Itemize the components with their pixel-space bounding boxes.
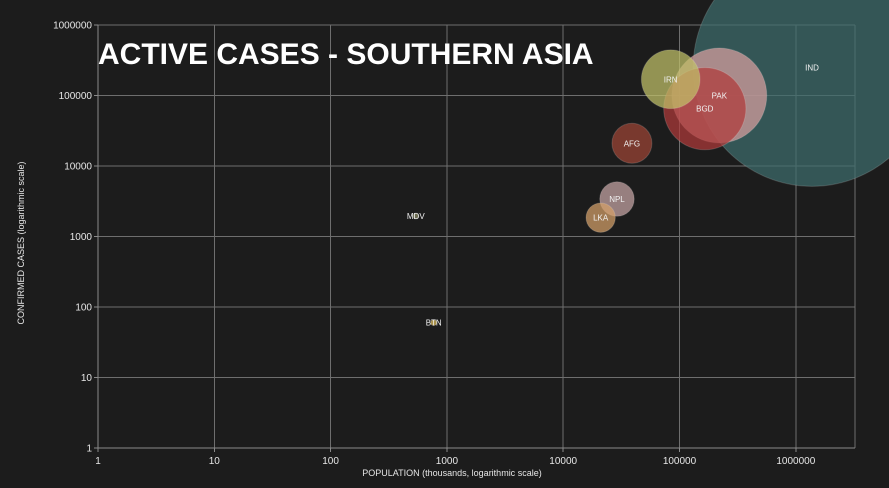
- y-tick-label: 100: [75, 303, 92, 314]
- bubble-label-btn: BTN: [426, 319, 442, 328]
- bubble-label-irn: IRN: [664, 75, 678, 84]
- x-tick-label: 1: [95, 456, 101, 467]
- bubble-afg: [611, 122, 653, 164]
- bubble-mdv: [412, 212, 420, 220]
- x-tick-labels: 1 10 100 1000 10000 100000 1000000: [95, 456, 815, 467]
- bubble-label-mdv: MDV: [407, 212, 425, 221]
- chart-title: ACTIVE CASES - SOUTHERN ASIA: [98, 38, 594, 71]
- x-tick-label: 100000: [663, 456, 697, 467]
- bubble-label-pak: PAK: [712, 92, 728, 101]
- bubble-irn: [640, 49, 701, 110]
- y-tick-label: 10: [81, 373, 93, 384]
- x-tick-label: 10: [209, 456, 221, 467]
- y-tick-label: 1000000: [53, 21, 92, 32]
- x-tick-label: 1000: [436, 456, 459, 467]
- y-tick-label: 100000: [59, 91, 93, 102]
- bubbles: IND PAK BGD IRN AFG NPL LKA BTN MDV: [407, 0, 889, 328]
- x-tick-label: 100: [322, 456, 339, 467]
- bubble-label-bgd: BGD: [696, 105, 714, 114]
- y-tick-label: 1: [86, 444, 92, 455]
- bubble-label-npl: NPL: [609, 195, 625, 204]
- bubble-lka: [585, 202, 616, 233]
- axes: [94, 24, 855, 452]
- bubble-btn: [430, 319, 438, 327]
- bubble-label-lka: LKA: [593, 214, 609, 223]
- y-tick-label: 1000: [70, 232, 93, 243]
- bubble-label-afg: AFG: [624, 139, 640, 148]
- y-tick-labels: 1 10 100 1000 10000 100000 1000000: [53, 21, 92, 455]
- x-tick-label: 10000: [549, 456, 577, 467]
- x-tick-label: 1000000: [776, 456, 815, 467]
- x-axis-title: POPULATION (thousands, logarithmic scale…: [362, 468, 541, 478]
- y-axis-title: CONFIRMED CASES (logarithmic scale): [16, 161, 26, 324]
- y-tick-label: 10000: [64, 162, 92, 173]
- bubble-label-ind: IND: [805, 63, 819, 72]
